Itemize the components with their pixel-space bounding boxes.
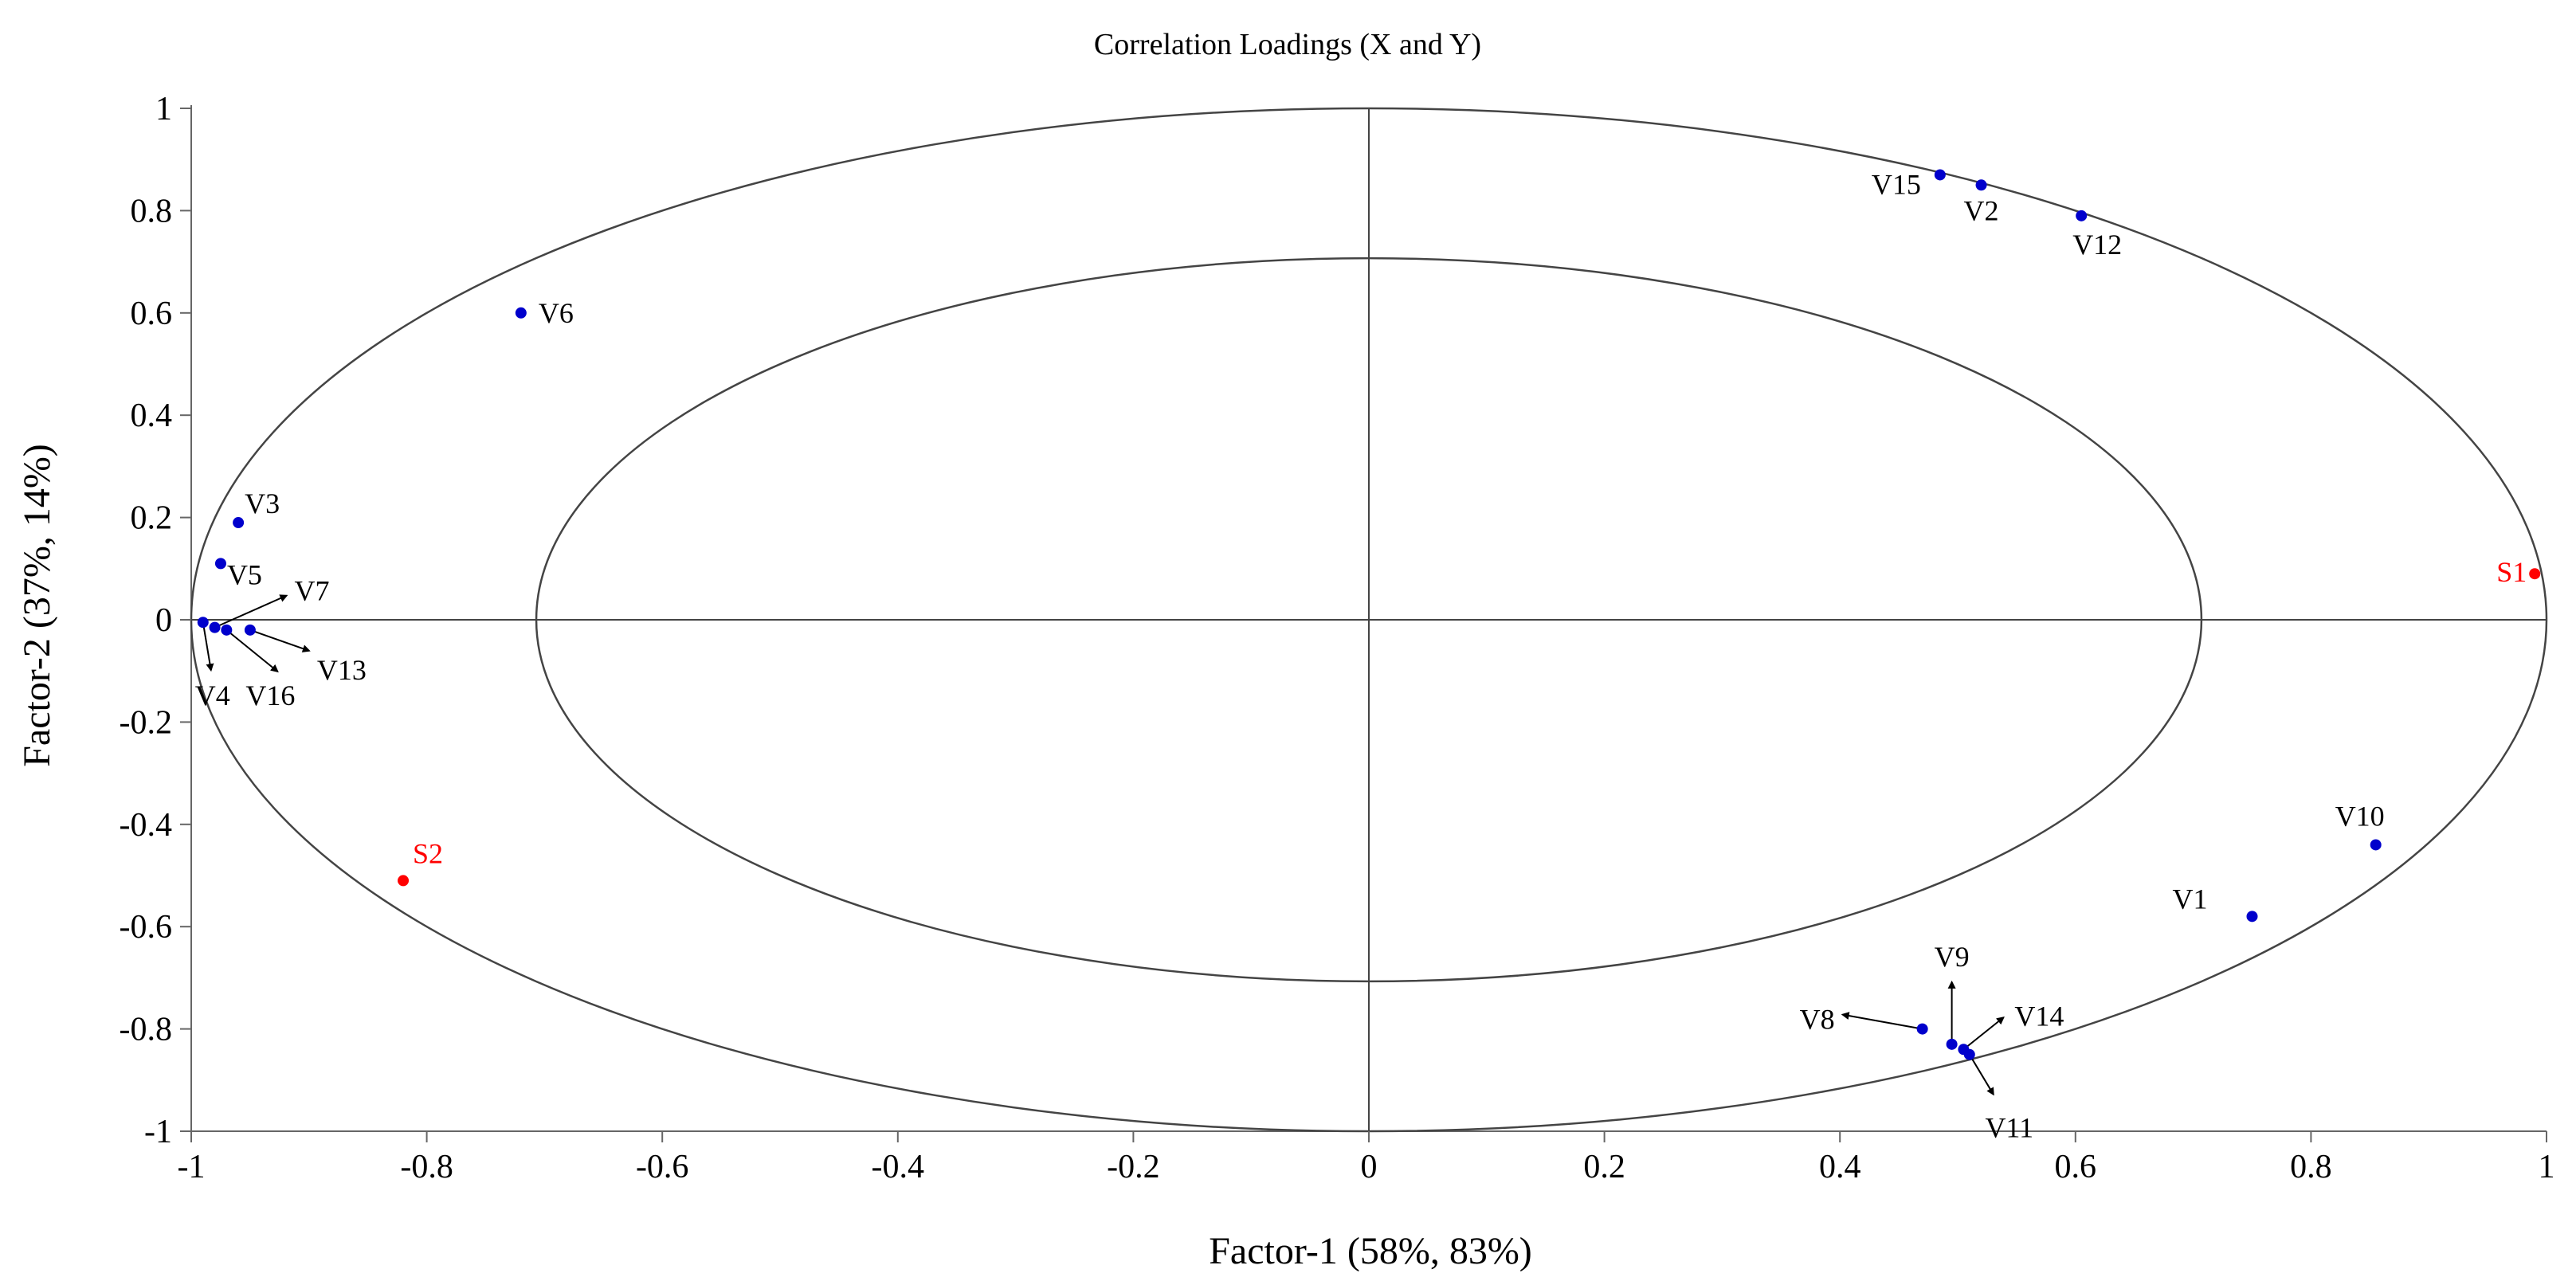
y-axis-ticks: 1 0.8 0.6 0.4 0.2 0 -0.2 -0.4 -0.6 -0.8 -1 [120,91,191,1150]
point-v16 [221,624,233,636]
point-v7 [209,621,221,633]
x-axis-label: Factor-1 (58%, 83%) [1209,1230,1532,1272]
y-tick-label: -0.4 [120,807,173,844]
x-tick-label: 0 [1361,1149,1378,1185]
y-tick-label: 0.4 [131,398,173,434]
point-v9 [1946,1038,1958,1050]
point-label-v16: V16 [245,680,295,711]
point-v8 [1916,1023,1928,1035]
arrow-v16 [225,629,279,673]
point-v3 [233,517,245,529]
point-label-v6: V6 [539,297,574,329]
x-tick-label: 0.6 [2055,1149,2097,1185]
point-v12 [2076,210,2088,221]
leader-arrows [202,594,2005,1096]
point-label-v11: V11 [1985,1112,2033,1144]
point-label-v3: V3 [245,488,280,519]
y-tick-label: 0 [155,602,172,639]
y-tick-label: -0.6 [120,909,173,946]
point-label-v14: V14 [2014,1000,2064,1032]
point-label-v1: V1 [2173,883,2208,915]
arrow-v14 [1962,1017,2005,1051]
zero-crosshair [191,108,2547,1131]
point-v5 [214,558,226,570]
arrow-v7 [214,594,288,629]
y-tick-label: 1 [155,91,172,127]
chart-title: Correlation Loadings (X and Y) [1094,28,1481,61]
point-s2 [398,875,410,887]
point-v15 [1934,169,1946,181]
x-tick-label: -0.2 [1107,1149,1160,1185]
y-tick-label: -0.2 [120,704,173,741]
x-tick-label: -0.8 [400,1149,453,1185]
point-label-v9: V9 [1935,941,1970,973]
x-tick-label: -0.4 [872,1149,925,1185]
point-label-v8: V8 [1800,1004,1835,1036]
point-label-v10: V10 [2335,800,2385,832]
point-label-v7: V7 [295,575,330,607]
y-tick-label: 0.2 [131,500,173,537]
point-v4 [197,617,209,629]
arrow-v4 [202,622,214,672]
x-tick-label: 1 [2539,1149,2555,1185]
data-points: V1 V2 V3 V4 V5 V6 V7 V8 V9 V10 V11 V12 V13 V14 V15 V16 S… [195,168,2541,1144]
y-tick-label: 0.6 [131,296,173,332]
y-tick-label: -1 [144,1114,172,1150]
arrow-v11 [1968,1054,1994,1096]
arrow-v13 [249,629,311,652]
point-label-v13: V13 [317,654,367,686]
x-tick-label: -0.6 [636,1149,689,1185]
y-tick-label: 0.8 [131,193,173,229]
point-v6 [515,307,527,319]
point-v1 [2246,911,2258,923]
point-label-v2: V2 [1964,194,1999,226]
point-s1 [2529,568,2541,580]
point-label-v15: V15 [1872,168,1921,200]
point-v10 [2370,839,2382,851]
x-tick-label: -1 [178,1149,206,1185]
x-tick-label: 0.8 [2290,1149,2332,1185]
point-v2 [1975,179,1987,191]
point-v14 [1958,1044,1970,1056]
point-label-v4: V4 [195,680,230,711]
x-tick-label: 0.4 [1819,1149,1861,1185]
x-axis-ticks: -1 -0.8 -0.6 -0.4 -0.2 0 0.2 0.4 0.6 0.8 1 [178,1131,2555,1185]
point-label-s1: S1 [2496,556,2527,588]
x-tick-label: 0.2 [1583,1149,1625,1185]
y-tick-label: -0.8 [120,1012,173,1048]
y-axis-label: Factor-2 (37%, 14%) [16,444,58,767]
point-label-s2: S2 [413,837,443,869]
point-v13 [244,624,256,636]
arrow-v8 [1841,1012,1923,1030]
point-label-v5: V5 [227,558,262,590]
point-label-v12: V12 [2072,229,2122,261]
